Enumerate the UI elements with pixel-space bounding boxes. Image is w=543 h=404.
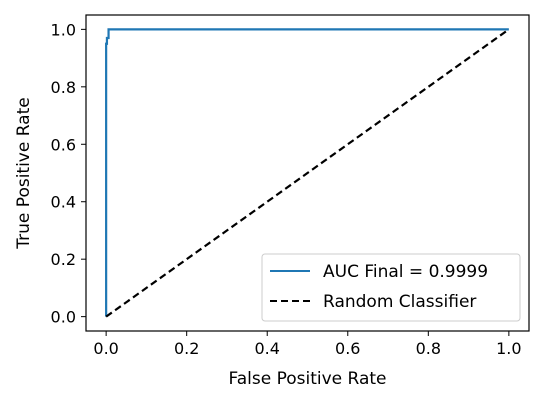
y-tick-label: 1.0 (51, 20, 76, 39)
axes-frame (85, 14, 530, 332)
series-line-random (105, 28, 510, 318)
x-axis-label: False Positive Rate (229, 369, 387, 389)
x-tick-label: 0.4 (255, 339, 280, 358)
y-tick-label: 0.2 (51, 250, 76, 269)
legend-label-auc: AUC Final = 0.9999 (323, 262, 488, 282)
y-tick-label: 0.0 (51, 308, 76, 327)
legend-box (261, 253, 521, 322)
x-tick-label: 0.2 (174, 339, 199, 358)
y-tick-label: 0.6 (51, 135, 76, 154)
legend-label-random: Random Classifier (323, 292, 476, 312)
y-axis-ticks: 0.0 0.2 0.4 0.6 0.8 1.0 (51, 20, 86, 327)
y-axis-label: True Positive Rate (14, 97, 34, 249)
y-tick-label: 0.8 (51, 78, 76, 97)
legend: AUC Final = 0.9999 Random Classifier (261, 253, 521, 322)
x-tick-label: 1.0 (496, 339, 521, 358)
plot-lines (105, 28, 510, 318)
y-tick-label: 0.4 (51, 193, 76, 212)
x-axis-ticks: 0.0 0.2 0.4 0.6 0.8 1.0 (93, 331, 522, 358)
x-tick-label: 0.0 (93, 339, 118, 358)
x-tick-label: 0.8 (416, 339, 441, 358)
series-line-auc (105, 28, 509, 317)
x-tick-label: 0.6 (335, 339, 360, 358)
